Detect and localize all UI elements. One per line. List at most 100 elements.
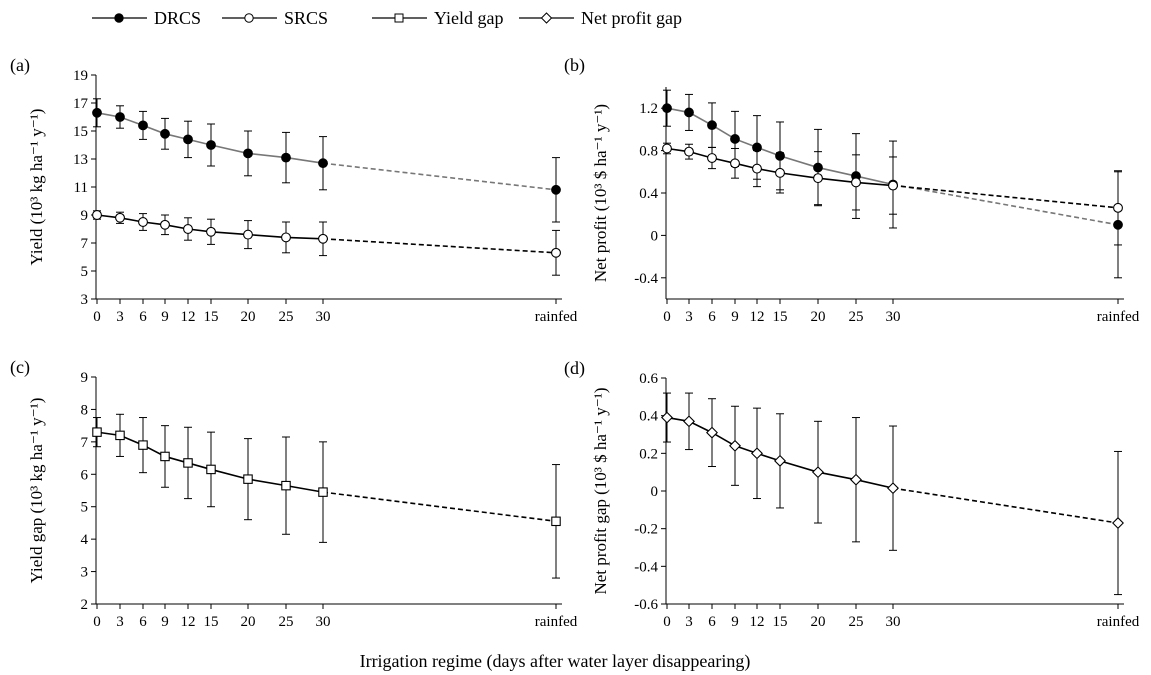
legend-label-drcs: DRCS bbox=[154, 8, 201, 28]
data-point-marker bbox=[684, 107, 694, 118]
y-tick-label: 17 bbox=[73, 96, 89, 112]
y-axis-label: Yield gap (10³ kg ha⁻¹ y⁻¹) bbox=[27, 398, 46, 584]
x-tick-label: 30 bbox=[886, 309, 901, 325]
legend-item-net-profit-gap: Net profit gap bbox=[519, 8, 682, 28]
data-point-marker bbox=[138, 217, 148, 227]
y-axis-label: Yield (10³ kg ha⁻¹ y⁻¹) bbox=[27, 109, 46, 266]
x-tick-label: 9 bbox=[161, 614, 169, 630]
data-point-marker bbox=[183, 458, 193, 468]
x-tick-label: 6 bbox=[139, 614, 147, 630]
data-point-marker bbox=[206, 226, 216, 237]
data-point-marker bbox=[707, 153, 717, 163]
open-circle-marker bbox=[244, 13, 254, 23]
y-tick-label: 13 bbox=[73, 152, 88, 168]
x-tick-label: 25 bbox=[279, 309, 294, 325]
y-tick-label: 0 bbox=[651, 228, 659, 244]
x-axis-label: Irrigation regime (days after water laye… bbox=[360, 651, 751, 672]
x-tick-label: 25 bbox=[279, 614, 294, 630]
y-tick-label: 5 bbox=[81, 264, 89, 280]
x-tick-label: 0 bbox=[93, 614, 101, 630]
panel-letter: (c) bbox=[10, 357, 30, 378]
panel-letter: (d) bbox=[564, 358, 585, 379]
series-drcs bbox=[92, 98, 561, 223]
data-point-marker bbox=[115, 112, 125, 122]
y-tick-label: 3 bbox=[81, 292, 89, 308]
x-tick-label: 20 bbox=[241, 614, 256, 630]
data-point-marker bbox=[887, 482, 899, 495]
panel-letter: (a) bbox=[10, 55, 30, 76]
series-dashed-line bbox=[322, 238, 557, 254]
data-point-marker bbox=[752, 163, 762, 174]
x-tick-label: 3 bbox=[685, 309, 693, 325]
x-tick-label: rainfed bbox=[535, 309, 578, 325]
data-point-marker bbox=[774, 454, 786, 467]
x-tick-label: 0 bbox=[663, 309, 671, 325]
data-point-marker bbox=[551, 516, 561, 527]
x-tick-label: 15 bbox=[204, 309, 219, 325]
data-point-marker bbox=[92, 107, 102, 118]
data-point-marker bbox=[730, 134, 740, 144]
data-point-marker bbox=[683, 415, 695, 428]
y-tick-label: 7 bbox=[81, 236, 89, 252]
data-point-marker bbox=[318, 233, 328, 244]
y-tick-label: -0.6 bbox=[634, 597, 658, 613]
x-tick-label: 12 bbox=[181, 309, 196, 325]
y-tick-label: -0.2 bbox=[634, 522, 658, 538]
data-point-marker bbox=[318, 487, 328, 497]
y-tick-label: 8 bbox=[81, 402, 89, 418]
data-point-marker bbox=[888, 180, 898, 191]
data-point-marker bbox=[551, 247, 561, 258]
panel-letter: (b) bbox=[564, 55, 585, 76]
data-point-marker bbox=[281, 480, 291, 491]
data-point-marker bbox=[160, 451, 170, 462]
data-point-marker bbox=[160, 128, 170, 139]
data-point-marker bbox=[160, 219, 170, 230]
x-tick-label: rainfed bbox=[1097, 309, 1140, 325]
x-tick-label: 30 bbox=[886, 614, 901, 630]
y-tick-label: 2 bbox=[81, 597, 89, 613]
series-dashed-line bbox=[322, 491, 557, 523]
legend-item-yield-gap: Yield gap bbox=[372, 8, 504, 28]
data-point-marker bbox=[706, 426, 718, 439]
legend-item-srcs: SRCS bbox=[222, 8, 328, 28]
data-point-marker bbox=[662, 143, 672, 154]
x-tick-label: 25 bbox=[849, 614, 864, 630]
y-tick-label: 0.2 bbox=[639, 446, 658, 462]
series-dashed-line bbox=[892, 487, 1119, 524]
x-tick-label: 3 bbox=[116, 309, 124, 325]
data-point-marker bbox=[115, 212, 125, 223]
data-point-marker bbox=[318, 158, 328, 169]
data-point-marker bbox=[243, 229, 253, 240]
x-tick-label: rainfed bbox=[535, 614, 578, 630]
data-point-marker bbox=[684, 146, 694, 157]
data-point-marker bbox=[183, 224, 193, 234]
y-tick-label: 11 bbox=[74, 180, 88, 196]
x-tick-label: 30 bbox=[316, 614, 331, 630]
y-tick-label: 9 bbox=[81, 208, 89, 224]
data-point-marker bbox=[661, 411, 673, 424]
data-point-marker bbox=[243, 474, 253, 484]
data-point-marker bbox=[812, 466, 824, 479]
x-tick-label: 9 bbox=[731, 309, 739, 325]
x-tick-label: 6 bbox=[708, 614, 716, 630]
x-tick-label: 0 bbox=[93, 309, 101, 325]
legend-label-yield-gap: Yield gap bbox=[434, 8, 504, 28]
data-point-marker bbox=[1112, 517, 1124, 529]
series-yield-gap bbox=[92, 413, 561, 579]
series-srcs bbox=[662, 142, 1123, 246]
x-tick-label: 3 bbox=[116, 614, 124, 630]
x-tick-label: 0 bbox=[663, 614, 671, 630]
x-tick-label: 12 bbox=[750, 614, 765, 630]
series-net-profit-gap bbox=[661, 392, 1124, 596]
data-point-marker bbox=[92, 210, 102, 220]
y-tick-label: 0.4 bbox=[639, 186, 658, 202]
series-dashed-line bbox=[322, 162, 557, 191]
x-tick-label: 6 bbox=[708, 309, 716, 325]
y-tick-label: 0.4 bbox=[639, 409, 658, 425]
legend: DRCS SRCS Yield gap Net profit gap bbox=[92, 8, 682, 28]
data-point-marker bbox=[206, 140, 216, 150]
data-point-marker bbox=[1113, 202, 1123, 213]
y-tick-label: 6 bbox=[81, 467, 89, 483]
